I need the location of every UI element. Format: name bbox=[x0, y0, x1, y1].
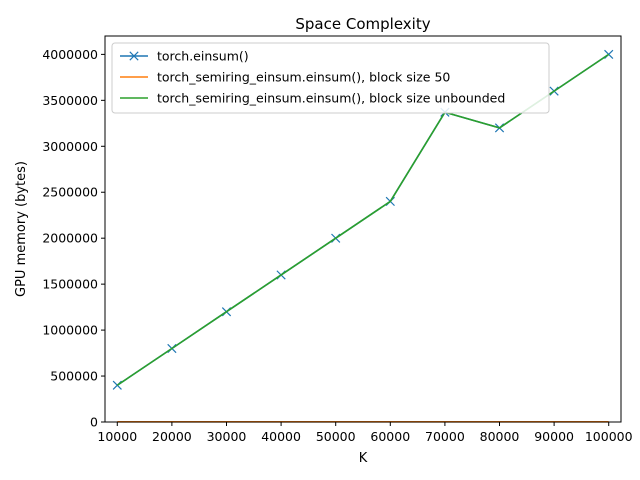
y-tick-label: 0 bbox=[90, 415, 98, 430]
legend-label: torch.einsum() bbox=[157, 49, 249, 64]
legend-item: torch_semiring_einsum.einsum(), block si… bbox=[120, 70, 450, 85]
data-point bbox=[112, 380, 122, 390]
y-tick-label: 500000 bbox=[50, 369, 98, 384]
x-tick-label: 10000 bbox=[97, 429, 137, 444]
x-axis-ticks: 10000 20000 30000 40000 50000 60000 70000 80000… bbox=[97, 422, 633, 444]
y-tick-label: 3000000 bbox=[42, 139, 98, 154]
plot-frame bbox=[104, 35, 622, 423]
legend-item: torch.einsum() bbox=[120, 49, 249, 64]
chart-title: Space Complexity bbox=[295, 15, 430, 33]
x-tick-label: 30000 bbox=[207, 429, 247, 444]
y-tick-label: 1500000 bbox=[42, 277, 98, 292]
x-tick-label: 70000 bbox=[425, 429, 465, 444]
legend-label: torch_semiring_einsum.einsum(), block si… bbox=[157, 70, 450, 85]
y-tick-label: 1000000 bbox=[42, 323, 98, 338]
y-tick-label: 2000000 bbox=[42, 231, 98, 246]
y-axis-title: GPU memory (bytes) bbox=[14, 161, 29, 297]
x-tick-label: 20000 bbox=[152, 429, 192, 444]
x-tick-label: 80000 bbox=[480, 429, 520, 444]
legend-label: torch_semiring_einsum.einsum(), block si… bbox=[157, 91, 505, 106]
y-tick-label: 3500000 bbox=[42, 93, 98, 108]
legend-item: torch_semiring_einsum.einsum(), block si… bbox=[120, 91, 505, 106]
y-tick-label: 4000000 bbox=[42, 47, 98, 62]
x-tick-label: 90000 bbox=[534, 429, 574, 444]
y-tick-label: 2500000 bbox=[42, 185, 98, 200]
y-axis-ticks: 0 500000 1000000 1500000 2000000 2500000 30000… bbox=[42, 47, 105, 430]
x-axis-title: K bbox=[359, 451, 368, 466]
x-tick-label: 100000 bbox=[585, 429, 633, 444]
x-tick-label: 40000 bbox=[261, 429, 301, 444]
legend: torch.einsum() torch_semiring_einsum.eins… bbox=[111, 42, 550, 114]
data-point bbox=[604, 49, 614, 60]
x-tick-label: 60000 bbox=[370, 429, 410, 444]
x-tick-label: 50000 bbox=[316, 429, 356, 444]
legend-box bbox=[111, 42, 550, 114]
